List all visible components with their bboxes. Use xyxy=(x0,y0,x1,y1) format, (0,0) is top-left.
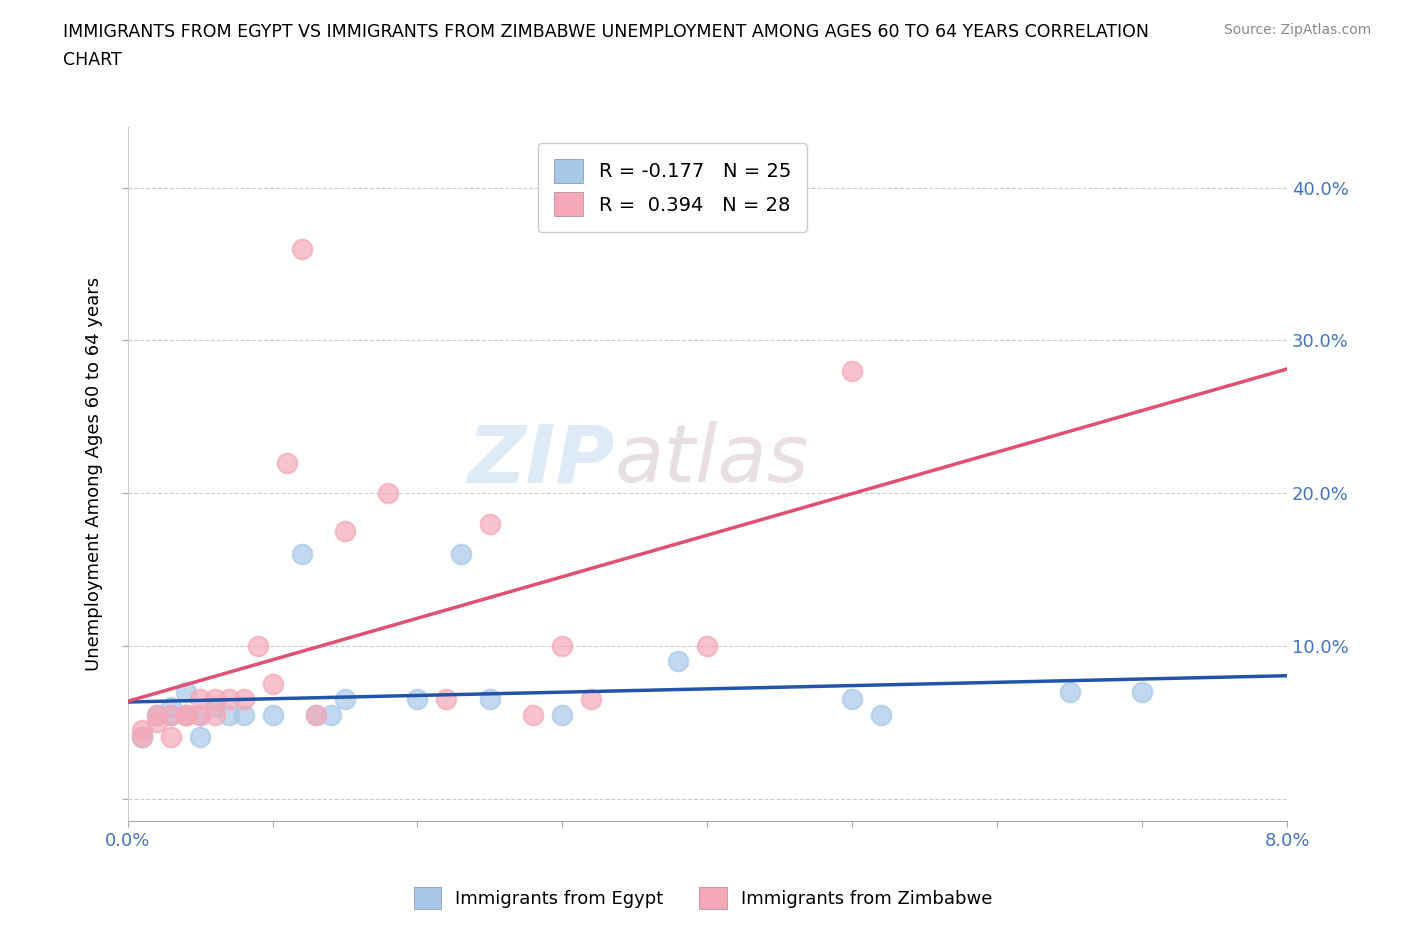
Point xyxy=(333,692,356,707)
Point xyxy=(276,455,298,470)
Point xyxy=(551,638,574,653)
Point xyxy=(450,547,472,562)
Point xyxy=(841,364,863,379)
Point xyxy=(218,692,240,707)
Point xyxy=(188,730,211,745)
Point xyxy=(522,707,544,722)
Point xyxy=(204,699,226,714)
Point xyxy=(290,547,312,562)
Point xyxy=(145,715,167,730)
Point xyxy=(131,730,153,745)
Point xyxy=(174,707,197,722)
Text: CHART: CHART xyxy=(63,51,122,69)
Point xyxy=(174,707,197,722)
Legend: Immigrants from Egypt, Immigrants from Zimbabwe: Immigrants from Egypt, Immigrants from Z… xyxy=(406,880,1000,916)
Point xyxy=(1130,684,1153,699)
Point xyxy=(478,692,501,707)
Point xyxy=(131,730,153,745)
Point xyxy=(333,524,356,538)
Point xyxy=(319,707,342,722)
Point xyxy=(174,707,197,722)
Point xyxy=(204,692,226,707)
Point xyxy=(188,707,211,722)
Point xyxy=(160,730,183,745)
Point xyxy=(305,707,328,722)
Point xyxy=(262,707,284,722)
Point xyxy=(204,707,226,722)
Point xyxy=(131,723,153,737)
Point xyxy=(247,638,270,653)
Point xyxy=(870,707,893,722)
Point xyxy=(160,699,183,714)
Text: atlas: atlas xyxy=(614,421,810,499)
Point xyxy=(218,707,240,722)
Text: ZIP: ZIP xyxy=(467,421,614,499)
Point xyxy=(406,692,429,707)
Point xyxy=(551,707,574,722)
Point xyxy=(290,242,312,257)
Point xyxy=(262,677,284,692)
Legend: R = -0.177   N = 25, R =  0.394   N = 28: R = -0.177 N = 25, R = 0.394 N = 28 xyxy=(538,143,807,232)
Point xyxy=(478,516,501,531)
Y-axis label: Unemployment Among Ages 60 to 64 years: Unemployment Among Ages 60 to 64 years xyxy=(86,277,103,671)
Point xyxy=(160,707,183,722)
Point xyxy=(145,707,167,722)
Point xyxy=(305,707,328,722)
Point xyxy=(581,692,603,707)
Point xyxy=(696,638,718,653)
Point xyxy=(1059,684,1081,699)
Point xyxy=(145,707,167,722)
Point xyxy=(232,692,254,707)
Text: IMMIGRANTS FROM EGYPT VS IMMIGRANTS FROM ZIMBABWE UNEMPLOYMENT AMONG AGES 60 TO : IMMIGRANTS FROM EGYPT VS IMMIGRANTS FROM… xyxy=(63,23,1149,41)
Point xyxy=(666,654,689,669)
Point xyxy=(174,684,197,699)
Text: Source: ZipAtlas.com: Source: ZipAtlas.com xyxy=(1223,23,1371,37)
Point xyxy=(188,707,211,722)
Point xyxy=(841,692,863,707)
Point xyxy=(232,707,254,722)
Point xyxy=(160,707,183,722)
Point xyxy=(436,692,458,707)
Point xyxy=(377,485,399,500)
Point xyxy=(188,692,211,707)
